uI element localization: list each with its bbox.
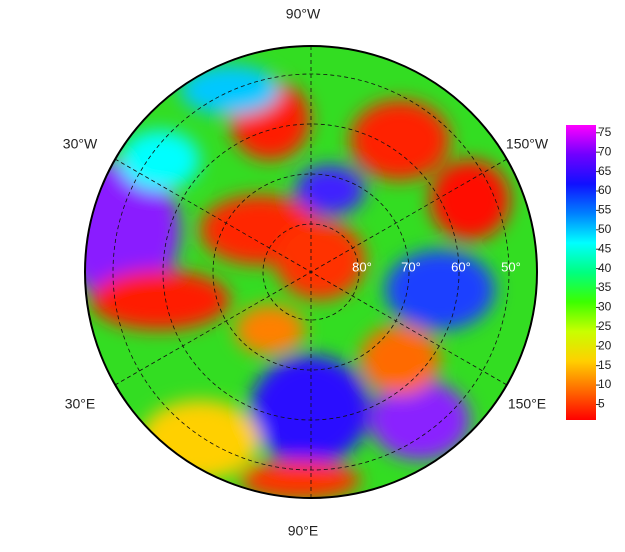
colorbar-tick-label: 20 (598, 338, 612, 352)
colorbar-tick-label: 75 (598, 125, 612, 139)
colorbar-tick-label: 25 (598, 319, 612, 333)
graticule (112, 46, 510, 498)
lon-label: 30°W (63, 136, 98, 152)
colorbar-tick-label: 5 (598, 397, 605, 411)
map-field (85, 46, 537, 498)
colorbar-tick-label: 30 (598, 300, 612, 314)
lat-label: 80° (352, 259, 372, 274)
colorbar: 5 10 15 20 25 30 35 40 45 50 55 60 65 70 75 (566, 125, 612, 420)
colorbar-tick-label: 55 (598, 203, 612, 217)
colorbar-tick-label: 40 (598, 261, 612, 275)
colorbar-tick-label: 60 (598, 183, 612, 197)
lon-label: 30°E (65, 396, 96, 412)
lon-label: 90°E (288, 523, 319, 539)
lat-label: 60° (451, 259, 471, 274)
map-border (84, 45, 538, 499)
lat-label: 50° (501, 259, 521, 274)
lat-label: 70° (401, 259, 421, 274)
colorbar-tick-label: 70 (598, 144, 612, 158)
colorbar-tick-label: 45 (598, 241, 612, 255)
colorbar-tick-label: 65 (598, 164, 612, 178)
lon-label: 150°W (506, 136, 549, 152)
colorbar-tick-label: 15 (598, 358, 612, 372)
lon-label: 150°E (508, 396, 546, 412)
colorbar-tick-label: 35 (598, 280, 612, 294)
lon-label: 90°W (286, 6, 321, 22)
colorbar-ramp (566, 125, 596, 420)
colorbar-tick-label: 50 (598, 222, 612, 236)
colorbar-tick-label: 10 (598, 377, 612, 391)
